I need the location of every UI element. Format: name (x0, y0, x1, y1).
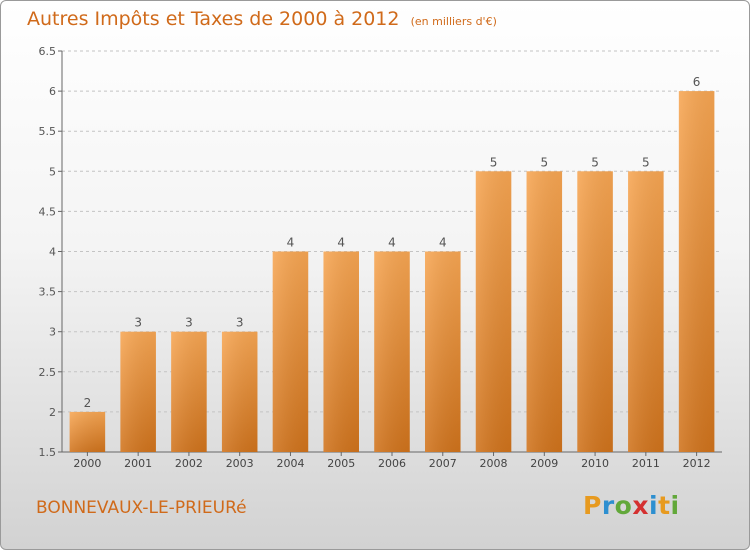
logo-letter: P (583, 491, 602, 520)
bar-shade (425, 251, 461, 452)
x-tick-label: 2004 (276, 457, 304, 470)
logo-letter: i (670, 491, 680, 520)
x-tick-label: 2007 (429, 457, 457, 470)
data-label: 4 (337, 236, 345, 250)
y-tick-label: 6 (49, 85, 56, 98)
y-tick-label: 3 (49, 326, 56, 339)
data-label: 4 (287, 236, 295, 250)
y-tick-label: 2 (49, 406, 56, 419)
y-tick-label: 1.5 (39, 446, 57, 459)
x-tick-label: 2012 (683, 457, 711, 470)
bar-shade (69, 411, 106, 452)
data-label: 5 (490, 155, 498, 169)
x-tick-label: 2011 (632, 457, 660, 470)
bar-shade (475, 171, 512, 453)
commune-name: BONNEVAUX-LE-PRIEURé (36, 498, 247, 518)
logo-letter: t (658, 491, 671, 520)
data-label: 5 (540, 155, 548, 169)
y-tick-label: 3.5 (39, 286, 57, 299)
x-tick-label: 2008 (480, 457, 508, 470)
logo-letter: x (632, 491, 649, 520)
bar-shade (577, 171, 613, 453)
y-tick-label: 5.5 (39, 125, 57, 138)
y-tick-label: 5 (49, 165, 56, 178)
chart-title-text: Autres Impôts et Taxes de 2000 à 2012 (27, 8, 400, 30)
y-tick-label: 6.5 (39, 45, 57, 58)
x-tick-label: 2000 (73, 457, 101, 470)
x-tick-label: 2010 (581, 457, 609, 470)
y-tick-label: 4 (49, 246, 56, 259)
data-label: 3 (134, 316, 142, 330)
logo-letter: r (601, 491, 615, 520)
x-tick-label: 2002 (175, 457, 203, 470)
bar-shade (374, 251, 410, 452)
bar-shade (678, 91, 715, 452)
x-tick-label: 2005 (327, 457, 355, 470)
bar-shade (120, 331, 156, 452)
y-tick-label: 2.5 (39, 366, 57, 379)
chart-title: Autres Impôts et Taxes de 2000 à 2012 (e… (27, 8, 497, 30)
x-tick-label: 2003 (226, 457, 254, 470)
y-tick-label: 4.5 (39, 205, 57, 218)
data-label: 5 (591, 155, 599, 169)
data-label: 6 (693, 75, 701, 89)
bar-shade (526, 171, 563, 453)
chart-title-unit: (en milliers d'€) (410, 15, 497, 28)
bar-shade (171, 331, 207, 452)
x-tick-label: 2006 (378, 457, 406, 470)
bar-shade (323, 251, 359, 452)
x-tick-label: 2009 (530, 457, 558, 470)
data-label: 2 (84, 396, 92, 410)
data-label: 4 (388, 236, 396, 250)
data-label: 3 (185, 316, 193, 330)
data-label: 5 (642, 155, 650, 169)
logo-letter: i (649, 491, 659, 520)
data-label: 4 (439, 236, 447, 250)
bar-shade (272, 251, 309, 452)
x-tick-label: 2001 (124, 457, 152, 470)
bar-shade (628, 171, 664, 453)
bar-shade (221, 331, 258, 452)
proxiti-logo: Proxiti (583, 491, 680, 520)
logo-letter: o (614, 491, 633, 520)
data-label: 3 (236, 316, 244, 330)
